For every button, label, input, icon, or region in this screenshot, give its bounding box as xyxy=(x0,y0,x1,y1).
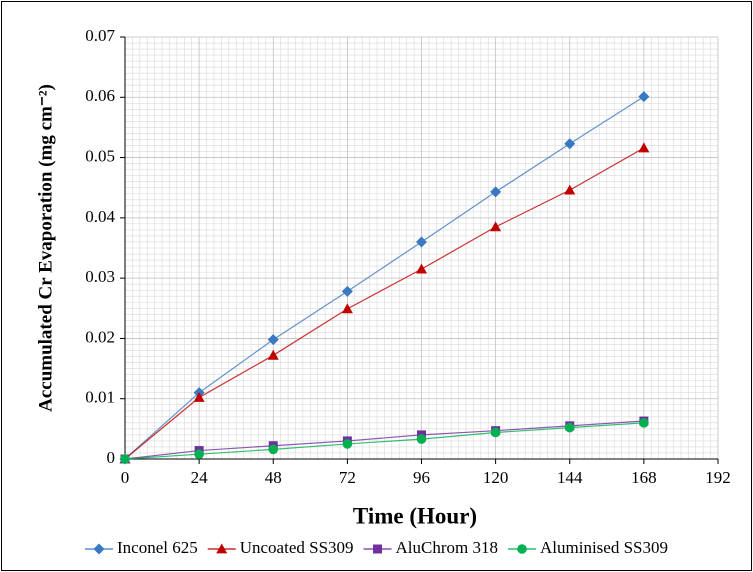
y-tick-label: 0.07 xyxy=(85,26,115,45)
x-tick-label: 24 xyxy=(191,468,209,487)
marker xyxy=(216,543,228,554)
marker xyxy=(490,186,502,198)
x-tick-label: 168 xyxy=(631,468,657,487)
marker xyxy=(268,444,279,455)
marker xyxy=(639,418,649,428)
marker xyxy=(638,91,650,103)
x-tick-label: 48 xyxy=(265,468,282,487)
marker xyxy=(416,263,427,274)
y-axis-title: Accumulated Cr Evaporation (mg cm⁻²) xyxy=(35,84,56,412)
legend-label: Uncoated SS309 xyxy=(240,538,354,557)
marker xyxy=(373,544,383,554)
x-tick-label: 120 xyxy=(483,468,509,487)
marker xyxy=(120,454,130,464)
marker xyxy=(93,543,105,555)
marker xyxy=(267,334,279,346)
marker xyxy=(416,434,427,444)
y-tick-label: 0.02 xyxy=(85,327,115,346)
marker xyxy=(564,138,576,150)
y-tick-label: 0.03 xyxy=(85,267,115,286)
series-line xyxy=(124,420,644,460)
marker xyxy=(490,427,501,438)
legend-item: Aluminised SS309 xyxy=(508,538,668,557)
series-line xyxy=(124,422,644,460)
marker xyxy=(341,303,353,314)
marker xyxy=(564,184,576,195)
marker xyxy=(564,422,575,433)
y-tick-label: 0.01 xyxy=(85,388,115,407)
legend: Inconel 625 Uncoated SS309 AluChrom 318 Alu… xyxy=(84,538,668,557)
series-line xyxy=(124,96,645,460)
marker xyxy=(193,392,205,402)
marker xyxy=(342,439,353,449)
marker xyxy=(416,236,427,248)
legend-item: Inconel 625 xyxy=(84,538,198,557)
y-tick-label: 0 xyxy=(107,448,116,467)
x-tick-label: 96 xyxy=(413,468,430,487)
y-tick-label: 0.06 xyxy=(85,86,115,105)
legend-label: Aluminised SS309 xyxy=(540,538,668,557)
y-tick-label: 0.05 xyxy=(85,146,115,165)
legend-label: Inconel 625 xyxy=(117,538,198,557)
marker xyxy=(267,349,279,360)
legend-item: AluChrom 318 xyxy=(363,538,498,557)
x-tick-label: 192 xyxy=(705,468,731,487)
x-tick-label: 144 xyxy=(557,468,583,487)
legend-label: AluChrom 318 xyxy=(396,538,498,557)
x-tick-label: 0 xyxy=(121,468,130,487)
marker xyxy=(490,221,502,232)
marker xyxy=(517,544,527,554)
legend-item: Uncoated SS309 xyxy=(207,538,354,557)
y-tick-label: 0.04 xyxy=(85,207,115,226)
marker xyxy=(194,449,204,459)
x-axis-title: Time (Hour) xyxy=(353,503,477,528)
x-tick-label: 72 xyxy=(339,468,356,487)
series-line xyxy=(124,147,645,460)
marker xyxy=(638,142,650,153)
marker xyxy=(341,285,353,297)
